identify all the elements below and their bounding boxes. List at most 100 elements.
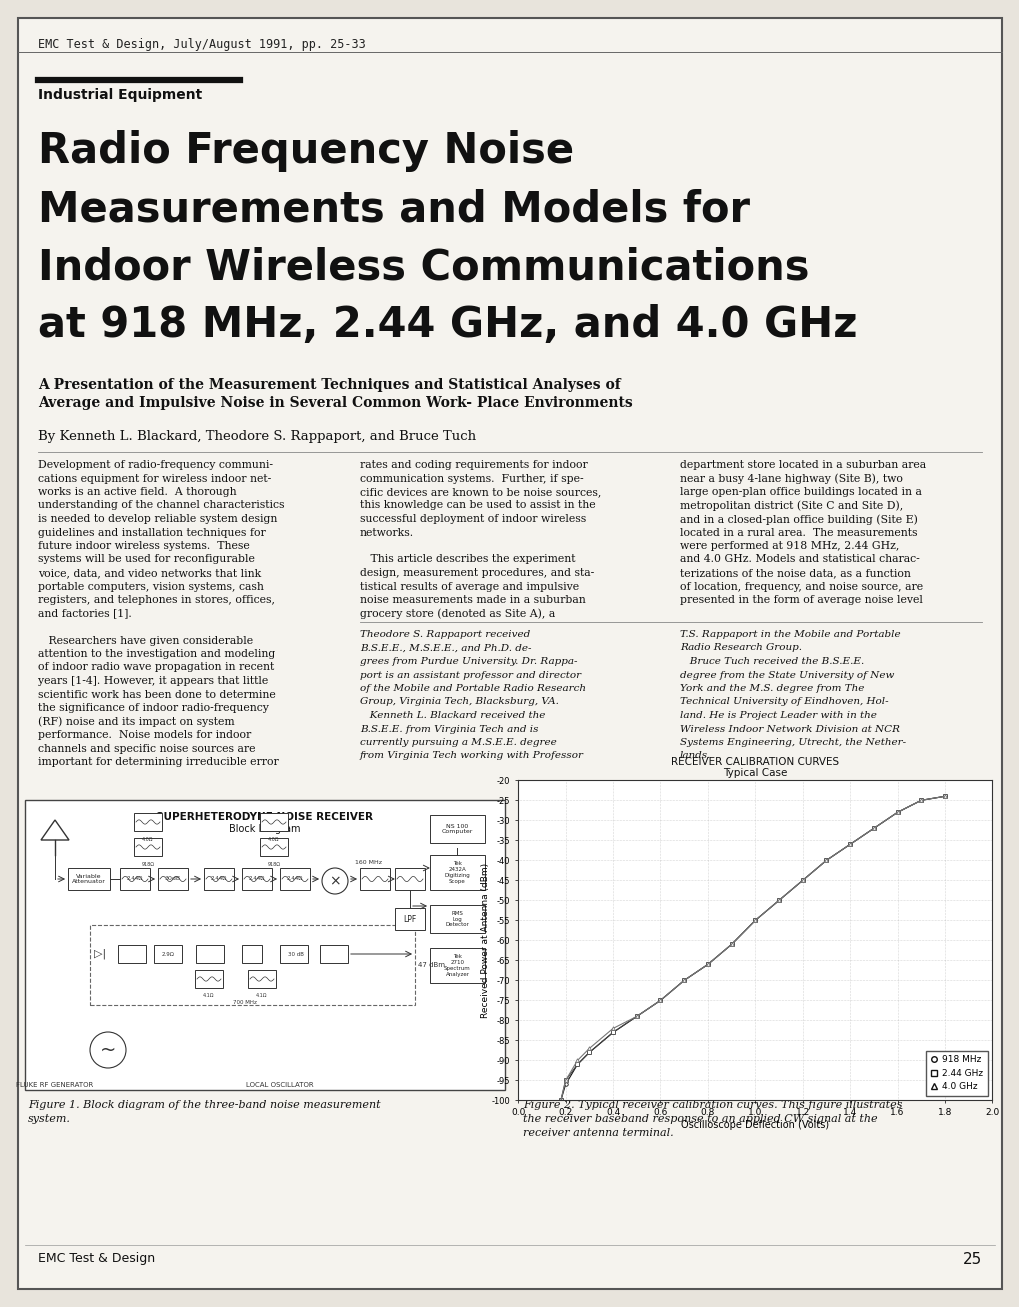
918 MHz	[630, 1009, 642, 1025]
Text: terizations of the noise data, as a function: terizations of the noise data, as a func…	[680, 569, 910, 578]
Text: Measurements and Models for: Measurements and Models for	[38, 188, 749, 230]
Bar	[204, 868, 233, 890]
Text: Bruce Tuch received the B.S.E.E.: Bruce Tuch received the B.S.E.E.	[680, 657, 863, 667]
4.0 GHz	[571, 1052, 583, 1068]
Bar	[242, 868, 272, 890]
Text: Technical University of Eindhoven, Hol-: Technical University of Eindhoven, Hol-	[680, 698, 888, 707]
2.44 GHz	[891, 804, 903, 821]
4.0 GHz	[678, 972, 690, 988]
Text: NS 100
Computer: NS 100 Computer	[441, 823, 473, 834]
Text: guidelines and installation techniques for: guidelines and installation techniques f…	[38, 528, 266, 537]
Text: LOCAL OSCILLATOR: LOCAL OSCILLATOR	[246, 1082, 314, 1087]
4.0 GHz	[914, 792, 926, 808]
4.0 GHz	[819, 852, 832, 868]
4.0 GHz	[558, 1073, 571, 1089]
Text: and 4.0 GHz. Models and statistical charac-: and 4.0 GHz. Models and statistical char…	[680, 554, 919, 565]
Text: Tek
2432A
Digitizing
Scope: Tek 2432A Digitizing Scope	[444, 861, 470, 884]
2.44 GHz	[819, 852, 832, 868]
Text: 2.44Ω: 2.44Ω	[211, 877, 227, 881]
2.44 GHz	[844, 836, 856, 852]
2.44 GHz	[583, 1044, 595, 1060]
Bar	[90, 925, 415, 1005]
Text: cific devices are known to be noise sources,: cific devices are known to be noise sour…	[360, 488, 601, 497]
4.0 GHz	[748, 912, 760, 928]
918 MHz	[914, 792, 926, 808]
2.44 GHz	[772, 893, 785, 908]
Text: currently pursuing a M.S.E.E. degree: currently pursuing a M.S.E.E. degree	[360, 738, 556, 748]
Text: this knowledge can be used to assist in the: this knowledge can be used to assist in …	[360, 501, 595, 511]
Text: grocery store (denoted as Site A), a: grocery store (denoted as Site A), a	[360, 609, 554, 620]
2.44 GHz	[571, 1056, 583, 1072]
2.44 GHz	[554, 1093, 567, 1108]
Y-axis label: Received Power at Antenna (dBm): Received Power at Antenna (dBm)	[481, 863, 490, 1018]
Bar	[394, 868, 425, 890]
Text: 2.9Ω: 2.9Ω	[161, 951, 174, 957]
918 MHz	[796, 873, 808, 889]
4.0 GHz	[630, 1009, 642, 1025]
Text: Figure 1. Block diagram of the three-band noise measurement
system.: Figure 1. Block diagram of the three-ban…	[28, 1100, 380, 1124]
918 MHz	[606, 1025, 619, 1040]
Text: (RF) noise and its impact on system: (RF) noise and its impact on system	[38, 716, 234, 727]
Text: cations equipment for wireless indoor net-: cations equipment for wireless indoor ne…	[38, 473, 271, 484]
Text: attention to the investigation and modeling: attention to the investigation and model…	[38, 650, 275, 659]
Text: successful deployment of indoor wireless: successful deployment of indoor wireless	[360, 514, 586, 524]
Text: important for determining irreducible error: important for determining irreducible er…	[38, 757, 278, 767]
Text: understanding of the channel characteristics: understanding of the channel characteris…	[38, 501, 284, 511]
918 MHz	[654, 992, 666, 1008]
X-axis label: Oscilloscope Deflection (Volts): Oscilloscope Deflection (Volts)	[681, 1120, 828, 1131]
Text: 30 dB: 30 dB	[287, 951, 304, 957]
Text: degree from the State University of New: degree from the State University of New	[680, 670, 894, 680]
2.44 GHz	[938, 788, 951, 804]
4.0 GHz	[772, 893, 785, 908]
Text: networks.: networks.	[360, 528, 414, 537]
Text: ×: ×	[329, 874, 340, 887]
4.0 GHz	[938, 788, 951, 804]
Text: 47 dBm: 47 dBm	[418, 962, 444, 968]
Text: 2.44Ω: 2.44Ω	[249, 877, 265, 881]
918 MHz	[678, 972, 690, 988]
Text: SUPERHETERODYNE NOISE RECEIVER: SUPERHETERODYNE NOISE RECEIVER	[156, 812, 373, 822]
2.44 GHz	[867, 821, 879, 836]
2.44 GHz	[914, 792, 926, 808]
Bar	[280, 945, 308, 963]
Text: Indoor Wireless Communications: Indoor Wireless Communications	[38, 246, 809, 288]
918 MHz	[725, 937, 737, 953]
Bar	[118, 945, 146, 963]
4.0 GHz	[796, 873, 808, 889]
Text: communication systems.  Further, if spe-: communication systems. Further, if spe-	[360, 473, 583, 484]
Text: the significance of indoor radio-frequency: the significance of indoor radio-frequen…	[38, 703, 269, 714]
Bar	[120, 868, 150, 890]
Text: rates and coding requirements for indoor: rates and coding requirements for indoor	[360, 460, 587, 471]
Text: at 918 MHz, 2.44 GHz, and 4.0 GHz: at 918 MHz, 2.44 GHz, and 4.0 GHz	[38, 305, 857, 346]
Bar	[430, 904, 484, 933]
918 MHz	[819, 852, 832, 868]
Text: and in a closed-plan office building (Site E): and in a closed-plan office building (Si…	[680, 514, 917, 524]
2.44 GHz	[725, 937, 737, 953]
2.44 GHz	[748, 912, 760, 928]
Text: Radio Frequency Noise: Radio Frequency Noise	[38, 129, 574, 173]
Text: port is an assistant professor and director: port is an assistant professor and direc…	[360, 670, 581, 680]
Text: 700 MHz: 700 MHz	[232, 1000, 257, 1005]
Text: York and the M.S. degree from The: York and the M.S. degree from The	[680, 684, 863, 693]
Text: Researchers have given considerable: Researchers have given considerable	[38, 635, 253, 646]
918 MHz	[938, 788, 951, 804]
Text: metropolitan district (Site C and Site D),: metropolitan district (Site C and Site D…	[680, 501, 903, 511]
Text: A Presentation of the Measurement Techniques and Statistical Analyses of: A Presentation of the Measurement Techni…	[38, 378, 621, 392]
Text: 30dB: 30dB	[165, 877, 181, 881]
918 MHz	[558, 1077, 571, 1093]
Bar	[25, 800, 504, 1090]
Text: ~: ~	[100, 1040, 116, 1060]
Line: 918 MHz: 918 MHz	[558, 795, 946, 1102]
Text: systems will be used for reconfigurable: systems will be used for reconfigurable	[38, 554, 255, 565]
918 MHz	[772, 893, 785, 908]
Bar	[133, 838, 162, 856]
Bar	[68, 868, 110, 890]
Bar	[242, 945, 262, 963]
918 MHz	[844, 836, 856, 852]
Text: voice, data, and video networks that link: voice, data, and video networks that lin…	[38, 569, 261, 578]
Text: Block Diagram: Block Diagram	[229, 823, 301, 834]
Bar	[360, 868, 389, 890]
Bar	[320, 945, 347, 963]
918 MHz	[748, 912, 760, 928]
4.0 GHz	[583, 1040, 595, 1056]
